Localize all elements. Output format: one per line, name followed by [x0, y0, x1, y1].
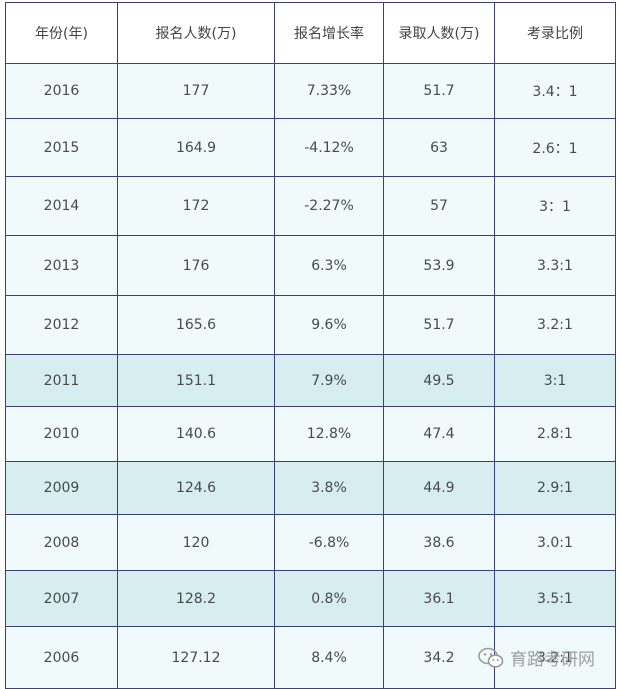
cell-admitted: 63: [383, 118, 495, 177]
cell-ratio: 3.5:1: [494, 570, 616, 627]
cell-ratio: 3.3:1: [494, 235, 616, 296]
cell-admitted: 34.2: [383, 626, 495, 689]
cell-year: 2011: [5, 354, 118, 407]
cell-year: 2008: [5, 514, 118, 571]
cell-applicants: 127.12: [117, 626, 275, 689]
table-row: 2009 124.6 3.8% 44.9 2.9:1: [5, 461, 616, 515]
table-row: 2007 128.2 0.8% 36.1 3.5:1: [5, 570, 616, 627]
cell-growth-rate: -4.12%: [274, 118, 384, 177]
cell-growth-rate: 7.33%: [274, 63, 384, 119]
cell-admitted: 53.9: [383, 235, 495, 296]
table-header: 年份(年) 报名人数(万) 报名增长率 录取人数(万) 考录比例: [5, 2, 616, 64]
cell-applicants: 120: [117, 514, 275, 571]
cell-applicants: 140.6: [117, 406, 275, 462]
cell-growth-rate: 6.3%: [274, 235, 384, 296]
cell-ratio: 3.2:1: [494, 626, 616, 689]
table-row: 2016 177 7.33% 51.7 3.4：1: [5, 63, 616, 119]
cell-growth-rate: 9.6%: [274, 295, 384, 355]
cell-admitted: 38.6: [383, 514, 495, 571]
cell-ratio: 2.8:1: [494, 406, 616, 462]
cell-ratio: 3.2:1: [494, 295, 616, 355]
cell-growth-rate: 7.9%: [274, 354, 384, 407]
cell-ratio: 3:1: [494, 354, 616, 407]
cell-year: 2016: [5, 63, 118, 119]
cell-growth-rate: 8.4%: [274, 626, 384, 689]
header-growth-rate: 报名增长率: [274, 2, 384, 64]
cell-applicants: 177: [117, 63, 275, 119]
cell-applicants: 151.1: [117, 354, 275, 407]
cell-admitted: 51.7: [383, 63, 495, 119]
cell-applicants: 164.9: [117, 118, 275, 177]
cell-applicants: 124.6: [117, 461, 275, 515]
cell-applicants: 165.6: [117, 295, 275, 355]
cell-growth-rate: -6.8%: [274, 514, 384, 571]
cell-growth-rate: 0.8%: [274, 570, 384, 627]
cell-ratio: 2.9:1: [494, 461, 616, 515]
cell-year: 2013: [5, 235, 118, 296]
header-year: 年份(年): [5, 2, 118, 64]
cell-growth-rate: 12.8%: [274, 406, 384, 462]
table-row: 2008 120 -6.8% 38.6 3.0:1: [5, 514, 616, 571]
cell-year: 2007: [5, 570, 118, 627]
table-row: 2013 176 6.3% 53.9 3.3:1: [5, 235, 616, 296]
cell-growth-rate: 3.8%: [274, 461, 384, 515]
table-row: 2006 127.12 8.4% 34.2 3.2:1: [5, 626, 616, 689]
cell-year: 2014: [5, 176, 118, 236]
header-row: 年份(年) 报名人数(万) 报名增长率 录取人数(万) 考录比例: [5, 2, 616, 64]
header-applicants: 报名人数(万): [117, 2, 275, 64]
header-ratio: 考录比例: [494, 2, 616, 64]
table-row: 2014 172 -2.27% 57 3：1: [5, 176, 616, 236]
cell-year: 2015: [5, 118, 118, 177]
cell-year: 2012: [5, 295, 118, 355]
cell-ratio: 3.0:1: [494, 514, 616, 571]
cell-year: 2009: [5, 461, 118, 515]
table-row: 2010 140.6 12.8% 47.4 2.8:1: [5, 406, 616, 462]
cell-applicants: 172: [117, 176, 275, 236]
cell-admitted: 57: [383, 176, 495, 236]
admissions-table: 年份(年) 报名人数(万) 报名增长率 录取人数(万) 考录比例 2016 177…: [5, 2, 616, 689]
cell-ratio: 3：1: [494, 176, 616, 236]
header-admitted: 录取人数(万): [383, 2, 495, 64]
cell-growth-rate: -2.27%: [274, 176, 384, 236]
cell-year: 2010: [5, 406, 118, 462]
cell-applicants: 176: [117, 235, 275, 296]
cell-admitted: 49.5: [383, 354, 495, 407]
table-body: 2016 177 7.33% 51.7 3.4：1 2015 164.9 -4.12% 63 2.…: [5, 63, 616, 689]
cell-admitted: 51.7: [383, 295, 495, 355]
cell-admitted: 36.1: [383, 570, 495, 627]
cell-ratio: 2.6：1: [494, 118, 616, 177]
cell-year: 2006: [5, 626, 118, 689]
cell-admitted: 44.9: [383, 461, 495, 515]
table-row: 2011 151.1 7.9% 49.5 3:1: [5, 354, 616, 407]
cell-applicants: 128.2: [117, 570, 275, 627]
cell-ratio: 3.4：1: [494, 63, 616, 119]
cell-admitted: 47.4: [383, 406, 495, 462]
table-row: 2015 164.9 -4.12% 63 2.6：1: [5, 118, 616, 177]
table-row: 2012 165.6 9.6% 51.7 3.2:1: [5, 295, 616, 355]
